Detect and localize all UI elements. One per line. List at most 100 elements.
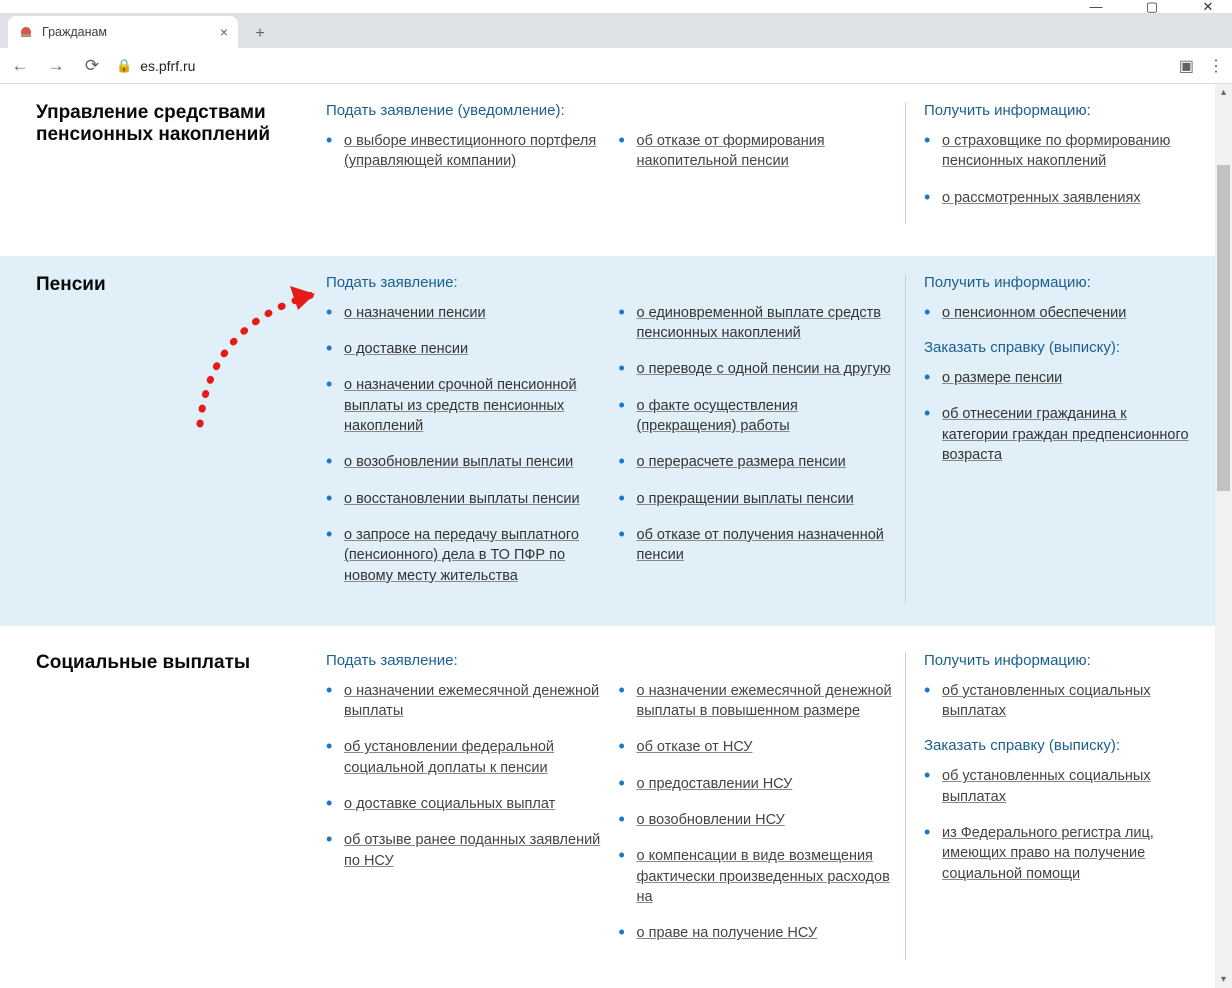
link[interactable]: о назначении ежемесячной денежной выплат… (344, 683, 599, 719)
list-item: о рассмотренных заявлениях (924, 188, 1196, 208)
list-item: о прекращении выплаты пенсии (619, 489, 896, 509)
pensions-info-list: о пенсионном обеспечении (924, 303, 1196, 323)
list-item: о назначении срочной пенсионной выплаты … (326, 375, 603, 436)
list-item: о факте осуществления (прекращения) рабо… (619, 396, 896, 437)
section-social: Социальные выплаты Подать заявление: о н… (36, 634, 1196, 984)
link[interactable]: о запросе на передачу выплатного (пенсио… (344, 527, 579, 584)
pensions-info-header: Получить информацию: (924, 274, 1196, 291)
list-item: из Федерального регистра лиц, имеющих пр… (924, 823, 1196, 884)
link[interactable]: о факте осуществления (прекращения) рабо… (637, 398, 798, 434)
link[interactable]: о пенсионном обеспечении (942, 305, 1126, 321)
link[interactable]: о возобновлении выплаты пенсии (344, 454, 573, 470)
savings-apply-header: Подать заявление (уведомление): (326, 102, 603, 119)
savings-right-col: Получить информацию: о страховщике по фо… (906, 102, 1196, 224)
section-title-pensions: Пенсии (36, 274, 326, 602)
address-bar[interactable]: 🔒 es.pfrf.ru (116, 58, 1167, 74)
link[interactable]: об установленных социальных выплатах (942, 768, 1151, 804)
section-title-social: Социальные выплаты (36, 652, 326, 960)
link[interactable]: о назначении ежемесячной денежной выплат… (637, 683, 892, 719)
list-item: об отнесении гражданина к категории граж… (924, 404, 1196, 465)
link[interactable]: о праве на получение НСУ (637, 925, 818, 941)
back-button[interactable]: ← (8, 54, 32, 78)
link[interactable]: о единовременной выплате средств пенсион… (637, 305, 881, 341)
spacer-header (619, 652, 896, 669)
section-pensions: Пенсии Подать заявление: о назначении пе… (0, 256, 1232, 626)
link[interactable]: об отзыве ранее поданных заявлений по НС… (344, 832, 600, 868)
list-item: об установленных социальных выплатах (924, 766, 1196, 807)
page-viewport: Управление средствами пенсионных накопле… (0, 84, 1232, 988)
new-tab-button[interactable]: + (246, 20, 274, 48)
toolbar-right: ▣ ⋮ (1179, 56, 1224, 76)
social-ref-header: Заказать справку (выписку): (924, 737, 1196, 754)
link[interactable]: об отнесении гражданина к категории граж… (942, 406, 1189, 463)
spacer-header (619, 274, 896, 291)
list-item: о перерасчете размера пенсии (619, 452, 896, 472)
list-item: об отказе от НСУ (619, 737, 896, 757)
vertical-scrollbar[interactable]: ▴ ▾ (1215, 84, 1232, 988)
list-item: об отказе от формирования накопительной … (619, 131, 896, 172)
link[interactable]: о прекращении выплаты пенсии (637, 491, 854, 507)
lock-icon: 🔒 (116, 58, 132, 74)
link[interactable]: о доставке социальных выплат (344, 796, 555, 812)
link[interactable]: о назначении пенсии (344, 305, 486, 321)
savings-info-header: Получить информацию: (924, 102, 1196, 119)
menu-icon[interactable]: ⋮ (1208, 56, 1224, 76)
window-maximize-button[interactable]: ▢ (1138, 0, 1166, 15)
list-item: об установленных социальных выплатах (924, 681, 1196, 722)
list-item: о запросе на передачу выплатного (пенсио… (326, 525, 603, 586)
spacer-header (619, 102, 896, 119)
extension-icon[interactable]: ▣ (1179, 56, 1194, 76)
tab-close-button[interactable]: × (220, 24, 228, 40)
list-item: о пенсионном обеспечении (924, 303, 1196, 323)
link[interactable]: об установлении федеральной социальной д… (344, 739, 554, 775)
link[interactable]: из Федерального регистра лиц, имеющих пр… (942, 825, 1154, 882)
browser-tab[interactable]: Гражданам × (8, 16, 238, 48)
link[interactable]: о назначении срочной пенсионной выплаты … (344, 377, 577, 434)
scroll-thumb[interactable] (1217, 165, 1230, 490)
section-savings: Управление средствами пенсионных накопле… (36, 84, 1196, 248)
link[interactable]: о доставке пенсии (344, 341, 468, 357)
link[interactable]: о выборе инвестиционного портфеля (управ… (344, 133, 596, 169)
link[interactable]: об отказе от НСУ (637, 739, 753, 755)
link[interactable]: о восстановлении выплаты пенсии (344, 491, 580, 507)
list-item: о назначении ежемесячной денежной выплат… (619, 681, 896, 722)
list-item: об отказе от получения назначенной пенси… (619, 525, 896, 566)
tab-favicon (18, 24, 34, 40)
forward-button[interactable]: → (44, 54, 68, 78)
link[interactable]: о рассмотренных заявлениях (942, 190, 1141, 206)
social-info-list: об установленных социальных выплатах (924, 681, 1196, 722)
pensions-ref-header: Заказать справку (выписку): (924, 339, 1196, 356)
pensions-right-col: Получить информацию: о пенсионном обеспе… (906, 274, 1196, 602)
link[interactable]: о переводе с одной пенсии на другую (637, 361, 891, 377)
link[interactable]: о страховщике по формированию пенсионных… (942, 133, 1170, 169)
link[interactable]: о возобновлении НСУ (637, 812, 785, 828)
social-ref-list: об установленных социальных выплатах из … (924, 766, 1196, 883)
scroll-down-button[interactable]: ▾ (1215, 971, 1232, 988)
savings-col2-list: об отказе от формирования накопительной … (619, 131, 896, 172)
link[interactable]: об установленных социальных выплатах (942, 683, 1151, 719)
reload-button[interactable]: ⟳ (80, 54, 104, 78)
savings-mid-columns: Подать заявление (уведомление): о выборе… (326, 102, 906, 224)
list-item: о единовременной выплате средств пенсион… (619, 303, 896, 344)
url-text: es.pfrf.ru (140, 58, 195, 74)
savings-info-list: о страховщике по формированию пенсионных… (924, 131, 1196, 208)
pensions-col2-list: о единовременной выплате средств пенсион… (619, 303, 896, 566)
list-item: о назначении ежемесячной денежной выплат… (326, 681, 603, 722)
link[interactable]: о компенсации в виде возмещения фактичес… (637, 848, 890, 905)
browser-toolbar: ← → ⟳ 🔒 es.pfrf.ru ▣ ⋮ (0, 48, 1232, 84)
list-item: о переводе с одной пенсии на другую (619, 359, 896, 379)
scroll-up-button[interactable]: ▴ (1215, 84, 1232, 101)
link[interactable]: о предоставлении НСУ (637, 776, 793, 792)
window-minimize-button[interactable]: — (1082, 0, 1110, 14)
list-item: о страховщике по формированию пенсионных… (924, 131, 1196, 172)
link[interactable]: о размере пенсии (942, 370, 1062, 386)
savings-col1-list: о выборе инвестиционного портфеля (управ… (326, 131, 603, 172)
social-right-col: Получить информацию: об установленных со… (906, 652, 1196, 960)
list-item: об установлении федеральной социальной д… (326, 737, 603, 778)
link[interactable]: об отказе от формирования накопительной … (637, 133, 825, 169)
social-col1-list: о назначении ежемесячной денежной выплат… (326, 681, 603, 871)
list-item: о назначении пенсии (326, 303, 603, 323)
link[interactable]: об отказе от получения назначенной пенси… (637, 527, 884, 563)
link[interactable]: о перерасчете размера пенсии (637, 454, 846, 470)
window-close-button[interactable]: ✕ (1194, 0, 1222, 15)
